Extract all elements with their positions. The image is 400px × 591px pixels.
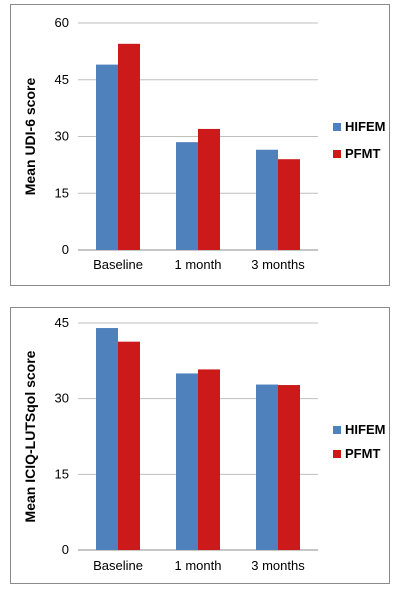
y-axis-label: Mean UDI-6 score [22,78,38,196]
y-tick-label: 45 [55,315,69,330]
legend-label-pfmt: PFMT [345,146,380,161]
bar-pfmt-3-months [278,159,300,250]
y-tick-label: 0 [62,242,69,257]
x-category-label: Baseline [93,257,143,272]
x-category-label: 3 months [251,257,305,272]
bar-hifem-baseline [96,328,118,550]
bar-hifem-1-month [176,373,198,550]
y-axis-label: Mean ICIQ-LUTSqol score [22,350,38,522]
y-tick-label: 30 [55,129,69,144]
x-category-label: 3 months [251,558,305,573]
legend-swatch-hifem [333,426,341,434]
legend-swatch-hifem [333,123,341,131]
legend-swatch-pfmt [333,150,341,158]
bar-hifem-1-month [176,142,198,250]
legend-label-hifem: HIFEM [345,119,385,134]
y-tick-label: 45 [55,72,69,87]
bar-pfmt-3-months [278,385,300,550]
legend-swatch-pfmt [333,450,341,458]
bar-pfmt-baseline [118,43,140,250]
bar-hifem-3-months [256,384,278,550]
udi6-chart-panel: 0 15 30 45 60 Baseline 1 month 3 months Mean UDI… [10,4,390,286]
x-category-label: Baseline [93,558,143,573]
bar-hifem-3-months [256,149,278,250]
y-tick-label: 15 [55,185,69,200]
bar-hifem-baseline [96,64,118,250]
x-category-label: 1 month [175,558,222,573]
bar-pfmt-1-month [198,369,220,550]
udi6-chart: 0 15 30 45 60 Baseline 1 month 3 months Mean UDI… [22,15,385,272]
iciq-chart: 0 15 30 45 Baseline 1 month 3 months Mean ICIQ-… [22,315,385,573]
legend-label-hifem: HIFEM [345,422,385,437]
iciq-chart-panel: 0 15 30 45 Baseline 1 month 3 months Mean ICIQ-… [10,307,390,584]
y-tick-label: 0 [62,542,69,557]
legend-label-pfmt: PFMT [345,446,380,461]
x-category-label: 1 month [175,257,222,272]
y-tick-label: 60 [55,15,69,30]
bar-pfmt-1-month [198,128,220,250]
bar-pfmt-baseline [118,341,140,550]
y-tick-label: 30 [55,391,69,406]
y-tick-label: 15 [55,466,69,481]
